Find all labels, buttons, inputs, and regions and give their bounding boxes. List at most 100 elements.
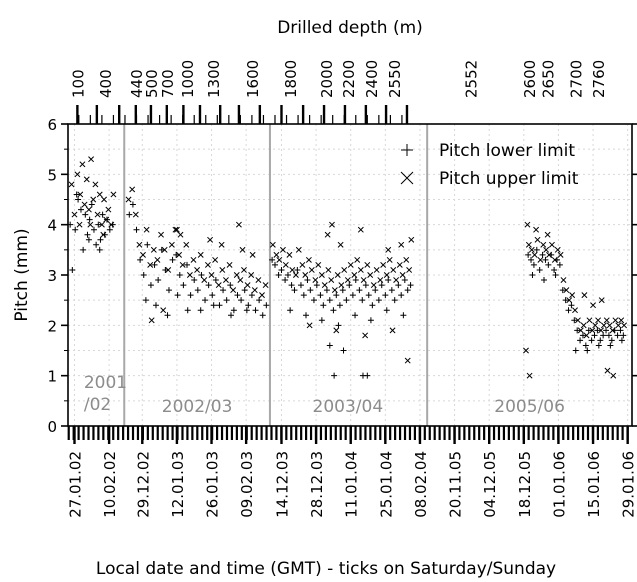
- legend-label-lower: Pitch lower limit: [439, 141, 575, 161]
- point-upper: [333, 327, 340, 334]
- point-lower: [106, 226, 113, 233]
- point-lower: [75, 196, 82, 203]
- y-tick-label: 2: [47, 317, 57, 335]
- point-upper: [132, 211, 139, 218]
- y-tick-label: 4: [47, 217, 57, 235]
- point-lower: [359, 297, 366, 304]
- top-tick-label: 700: [159, 69, 177, 98]
- point-lower: [198, 272, 205, 278]
- point-upper: [183, 241, 190, 248]
- point-lower: [248, 292, 255, 299]
- point-lower: [331, 372, 338, 379]
- top-axis-title: Drilled depth (m): [277, 18, 423, 38]
- point-upper: [295, 246, 302, 253]
- point-upper: [581, 292, 588, 299]
- point-lower: [313, 282, 320, 289]
- point-upper: [315, 261, 322, 268]
- point-upper: [237, 277, 244, 283]
- point-lower: [287, 307, 294, 314]
- point-lower: [352, 277, 359, 284]
- point-lower: [608, 337, 615, 344]
- point-upper: [589, 327, 596, 334]
- point-upper: [248, 272, 255, 278]
- point-upper: [207, 236, 214, 243]
- point-upper: [177, 231, 184, 238]
- point-upper: [370, 282, 377, 289]
- point-lower: [584, 347, 591, 354]
- point-lower: [339, 287, 346, 294]
- point-lower: [352, 312, 359, 319]
- point-upper: [273, 251, 280, 258]
- point-lower: [184, 261, 191, 268]
- point-lower: [144, 241, 151, 248]
- point-lower: [282, 277, 289, 284]
- point-upper: [204, 261, 211, 268]
- point-upper: [94, 211, 101, 218]
- point-lower: [556, 261, 563, 268]
- top-tick-label: 2000: [318, 60, 336, 98]
- top-tick-label: 2700: [568, 60, 586, 98]
- point-lower: [367, 317, 374, 324]
- top-tick-label: 2600: [521, 60, 539, 98]
- point-lower: [69, 266, 76, 273]
- point-lower: [73, 191, 80, 198]
- point-lower: [227, 312, 234, 319]
- point-lower: [605, 332, 612, 339]
- grid: [68, 124, 632, 426]
- top-tick-label: 1600: [244, 60, 262, 98]
- point-lower: [594, 327, 601, 334]
- point-lower: [205, 282, 212, 289]
- point-lower: [382, 292, 389, 299]
- point-lower: [529, 272, 536, 278]
- point-lower: [263, 302, 270, 309]
- point-upper: [230, 287, 237, 294]
- top-tick-label: 2650: [540, 60, 558, 98]
- point-upper: [176, 251, 183, 258]
- point-lower: [356, 287, 363, 294]
- legend: Pitch lower limit Pitch upper limit: [400, 141, 579, 189]
- point-lower: [539, 251, 546, 258]
- legend-marker-upper: [400, 171, 414, 185]
- point-lower: [88, 201, 95, 208]
- point-lower: [530, 261, 537, 268]
- x-tick-label: 10.02.02: [101, 451, 119, 518]
- point-lower: [545, 261, 552, 268]
- point-upper: [563, 287, 570, 294]
- point-lower: [297, 282, 304, 289]
- point-lower: [202, 297, 209, 304]
- point-lower: [597, 337, 604, 344]
- point-lower: [152, 302, 159, 309]
- point-upper: [81, 201, 88, 208]
- point-upper: [399, 272, 406, 278]
- point-upper: [226, 261, 233, 268]
- point-upper: [218, 241, 225, 248]
- point-lower: [165, 287, 172, 294]
- point-lower: [614, 332, 621, 339]
- point-lower: [618, 337, 625, 344]
- point-upper: [586, 317, 593, 324]
- point-lower: [346, 282, 353, 289]
- point-upper: [312, 277, 319, 283]
- top-tick-label: 1000: [179, 60, 197, 98]
- point-lower: [541, 277, 548, 284]
- point-lower: [288, 282, 295, 289]
- point-upper: [525, 241, 532, 248]
- season-label-line: 2003/04: [313, 397, 384, 417]
- point-lower: [525, 251, 532, 258]
- x-tick-label: 11.01.04: [343, 451, 361, 518]
- point-lower: [80, 246, 87, 253]
- point-upper: [194, 267, 201, 273]
- point-upper: [302, 272, 309, 278]
- point-lower: [395, 282, 402, 289]
- point-upper: [360, 277, 367, 283]
- point-upper: [85, 206, 92, 213]
- top-tick-label: 2200: [340, 60, 358, 98]
- x-tick-label: 25.01.04: [377, 451, 395, 518]
- point-lower: [176, 272, 183, 278]
- point-lower: [259, 312, 266, 319]
- point-lower: [620, 332, 627, 339]
- point-lower: [320, 302, 327, 309]
- point-upper: [292, 272, 299, 278]
- point-upper: [398, 241, 405, 248]
- season-label: 2005/06: [494, 397, 565, 417]
